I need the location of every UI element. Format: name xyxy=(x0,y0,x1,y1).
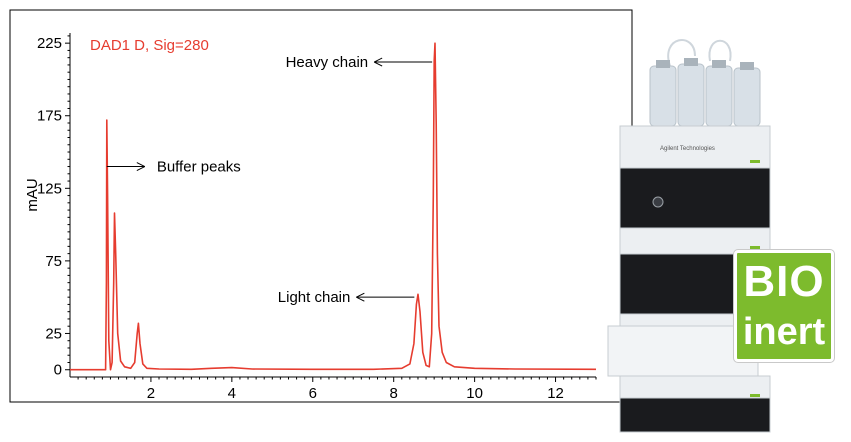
annotation-label: Buffer peaks xyxy=(157,159,241,176)
y-tick-label: 0 xyxy=(54,362,62,379)
y-tick-label: 25 xyxy=(45,325,62,342)
annotation-label: Heavy chain xyxy=(286,54,369,71)
axes xyxy=(65,33,597,382)
series-lines xyxy=(70,42,597,371)
series-line xyxy=(70,42,597,371)
chart-labels: 0 25 75 125 175 225 2 4 6 8 10 12 DAD1 D, Sig=280 mAU… xyxy=(24,35,564,402)
y-tick-label: 225 xyxy=(37,35,62,52)
annotation-arrowhead xyxy=(373,57,383,67)
y-tick-label: 125 xyxy=(37,180,62,197)
x-tick-label: 12 xyxy=(547,385,564,402)
hplc-instrument-image: Agilent Technologies xyxy=(607,39,771,433)
instrument-brand-label: Agilent Technologies xyxy=(660,146,715,152)
chart-title: DAD1 D, Sig=280 xyxy=(90,37,209,54)
x-tick-label: 10 xyxy=(466,385,483,402)
x-tick-label: 4 xyxy=(228,385,236,402)
x-tick-label: 8 xyxy=(390,385,398,402)
logo-word-inert: inert xyxy=(742,311,826,353)
bio-inert-logo: BIO inert xyxy=(734,250,834,362)
y-tick-label: 175 xyxy=(37,108,62,125)
annotation-label: Light chain xyxy=(278,289,351,306)
x-tick-label: 2 xyxy=(147,385,155,402)
annotation-arrowhead xyxy=(356,292,365,302)
annotation-arrowhead xyxy=(136,162,146,171)
logo-word-bio: BIO xyxy=(743,257,825,306)
y-tick-label: 75 xyxy=(45,253,62,270)
y-axis-label: mAU xyxy=(24,178,41,211)
x-tick-label: 6 xyxy=(309,385,317,402)
